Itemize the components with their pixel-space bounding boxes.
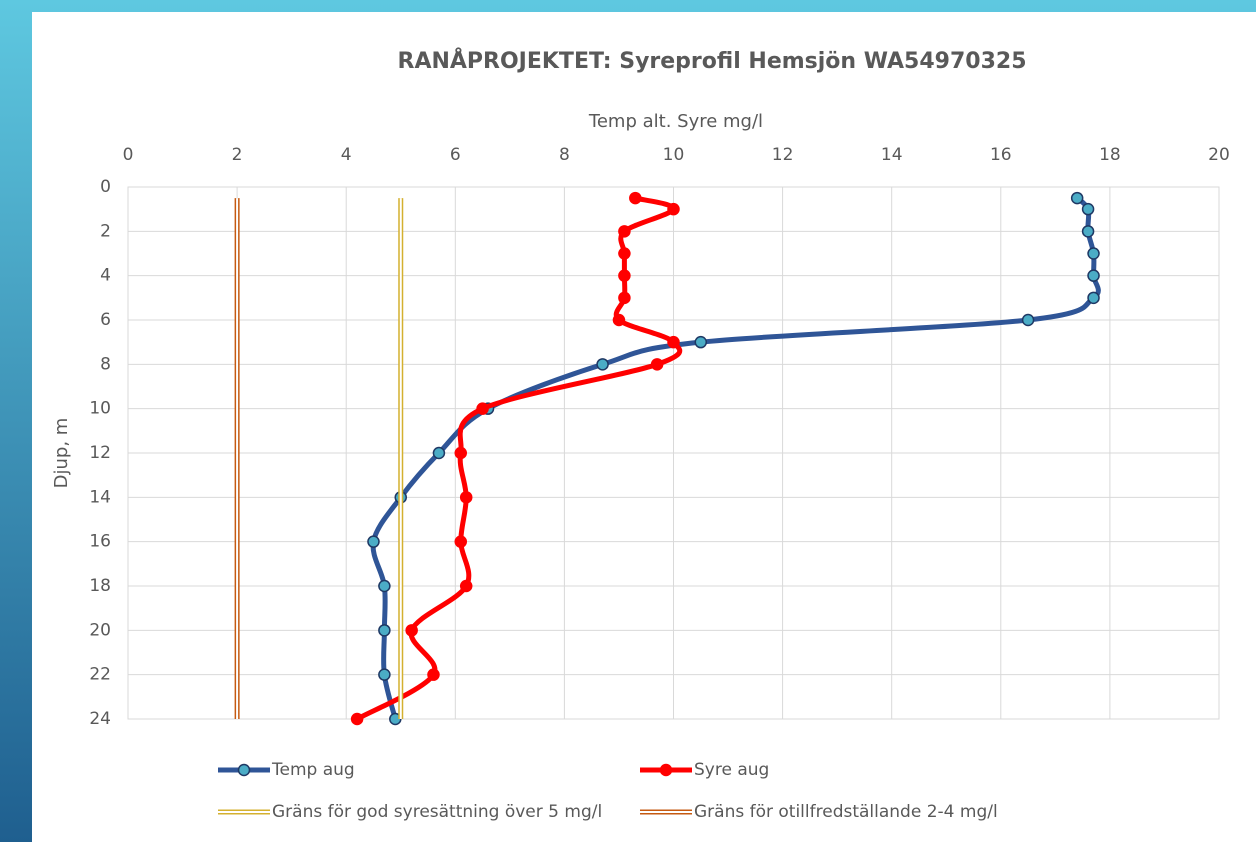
y-tick-label: 14 [89,487,111,507]
y-tick-label: 2 [100,221,111,241]
legend-marker [237,763,251,777]
data-point [596,358,609,371]
data-point [454,446,468,460]
y-tick-label: 10 [89,399,111,419]
data-point [618,247,631,260]
legend-label: Temp aug [271,760,355,780]
x-tick-label: 14 [881,145,903,165]
data-point [618,225,631,238]
y-tick-label: 24 [89,709,111,729]
data-point [1081,225,1095,238]
y-tick-label: 0 [100,177,111,197]
data-point [427,668,440,681]
data-point [454,535,468,548]
y-tick-label: 4 [100,266,111,286]
y-tick-label: 20 [89,620,111,640]
x-tick-label: 4 [341,145,352,165]
data-point [667,335,680,349]
chart-area [32,12,1256,842]
x-tick-label: 10 [663,145,685,165]
data-point [1081,202,1095,216]
x-tick-label: 12 [772,145,794,165]
data-point [378,624,391,637]
x-tick-label: 20 [1208,145,1230,165]
data-point [378,668,391,681]
data-point [476,402,489,415]
x-tick-label: 6 [450,145,461,165]
x-tick-label: 8 [559,145,570,165]
y-axis-label: Djup, m [51,418,72,489]
data-point [629,191,642,205]
legend-label: Gräns för otillfredställande 2-4 mg/l [694,802,998,822]
plot-border [127,186,1220,720]
data-point [694,335,708,349]
y-tick-label: 16 [89,532,111,552]
data-point [1021,313,1035,327]
data-point [612,313,626,327]
y-tick-label: 6 [100,310,111,330]
data-point [1070,191,1084,205]
chart-title: RANÅPROJEKTET: Syreprofil Hemsjön WA5497… [398,48,1027,74]
legend-label: Gräns för god syresättning över 5 mg/l [272,802,602,822]
legend-label: Syre aug [694,760,769,780]
data-point [650,358,664,371]
x-tick-label: 0 [123,145,134,165]
x-tick-label: 18 [1099,145,1121,165]
data-point [1087,291,1100,305]
data-point [367,535,380,548]
legend-marker [659,763,673,777]
data-point [378,579,391,593]
data-point [618,269,631,282]
data-point [459,579,473,593]
y-tick-label: 12 [89,443,111,463]
data-point [618,291,631,305]
data-point [1087,247,1100,260]
y-tick-label: 18 [89,576,111,596]
x-axis-label: Temp alt. Syre mg/l [588,111,763,132]
data-point [432,446,446,460]
x-tick-label: 2 [232,145,243,165]
data-point [667,202,680,216]
x-tick-label: 16 [990,145,1012,165]
y-tick-label: 8 [100,354,111,374]
y-tick-label: 22 [89,665,111,685]
data-point [1087,269,1100,282]
data-point [459,491,473,504]
data-point [350,712,364,726]
data-point [405,624,418,637]
